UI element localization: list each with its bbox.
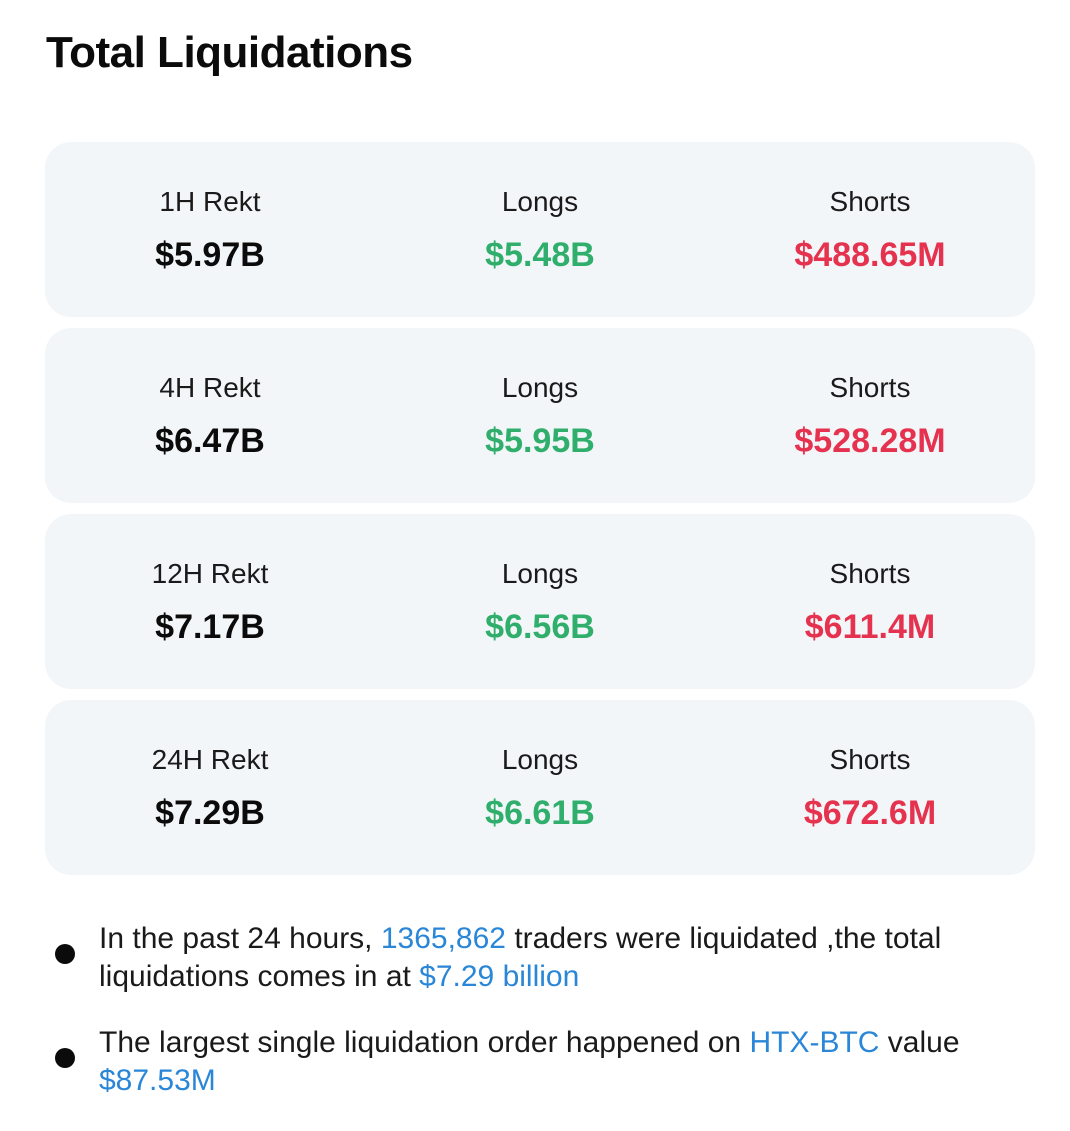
note-largest-order: The largest single liquidation order hap… (55, 1024, 1025, 1100)
liquidation-card-12h: 12H Rekt $7.17B Longs $6.56B Shorts $611… (45, 514, 1035, 689)
note-text: traders were liquidated ,the total liqui… (99, 922, 942, 993)
total-column: 4H Rekt $6.47B (45, 328, 375, 503)
longs-column: Longs $6.56B (375, 514, 705, 689)
shorts-value: $672.6M (803, 794, 937, 832)
bullet-icon (55, 1048, 75, 1068)
total-value: $6.47B (155, 422, 265, 460)
liquidation-card-4h: 4H Rekt $6.47B Longs $5.95B Shorts $528.… (45, 328, 1035, 503)
liquidation-card-24h: 24H Rekt $7.29B Longs $6.61B Shorts $672… (45, 700, 1035, 875)
note-traders-liquidated: In the past 24 hours, 1365,862 traders w… (55, 920, 1025, 996)
shorts-label: Shorts (829, 372, 911, 403)
longs-value: $5.48B (485, 236, 595, 274)
longs-value: $6.56B (485, 608, 595, 646)
note-text: value (879, 1026, 960, 1059)
shorts-value: $611.4M (804, 608, 936, 646)
note-text: The largest single liquidation order hap… (99, 1026, 750, 1059)
shorts-value: $528.28M (794, 422, 946, 460)
order-amount-link[interactable]: $87.53M (99, 1064, 216, 1097)
longs-value: $5.95B (485, 422, 595, 460)
longs-column: Longs $5.48B (375, 142, 705, 317)
longs-label: Longs (501, 186, 579, 217)
longs-label: Longs (501, 744, 579, 775)
longs-column: Longs $6.61B (375, 700, 705, 875)
period-label: 12H Rekt (151, 558, 269, 589)
total-column: 12H Rekt $7.17B (45, 514, 375, 689)
total-value: $5.97B (155, 236, 265, 274)
shorts-value: $488.65M (794, 236, 946, 274)
total-column: 1H Rekt $5.97B (45, 142, 375, 317)
shorts-column: Shorts $672.6M (705, 700, 1035, 875)
page-title: Total Liquidations (46, 28, 413, 77)
period-label: 4H Rekt (159, 372, 261, 403)
note-text: In the past 24 hours, (99, 922, 381, 955)
period-label: 1H Rekt (159, 186, 261, 217)
longs-value: $6.61B (485, 794, 595, 832)
shorts-label: Shorts (829, 186, 911, 217)
period-label: 24H Rekt (151, 744, 269, 775)
summary-notes: In the past 24 hours, 1365,862 traders w… (55, 920, 1025, 1128)
total-column: 24H Rekt $7.29B (45, 700, 375, 875)
total-amount-link[interactable]: $7.29 billion (419, 960, 580, 993)
shorts-column: Shorts $611.4M (705, 514, 1035, 689)
exchange-pair-link[interactable]: HTX-BTC (749, 1026, 880, 1059)
longs-column: Longs $5.95B (375, 328, 705, 503)
traders-count-link[interactable]: 1365,862 (380, 922, 506, 955)
total-value: $7.29B (155, 794, 265, 832)
total-value: $7.17B (155, 608, 265, 646)
liquidation-cards: 1H Rekt $5.97B Longs $5.48B Shorts $488.… (45, 142, 1035, 886)
bullet-icon (55, 944, 75, 964)
shorts-label: Shorts (829, 744, 911, 775)
shorts-label: Shorts (829, 558, 911, 589)
shorts-column: Shorts $488.65M (705, 142, 1035, 317)
shorts-column: Shorts $528.28M (705, 328, 1035, 503)
liquidation-card-1h: 1H Rekt $5.97B Longs $5.48B Shorts $488.… (45, 142, 1035, 317)
longs-label: Longs (501, 558, 579, 589)
longs-label: Longs (501, 372, 579, 403)
